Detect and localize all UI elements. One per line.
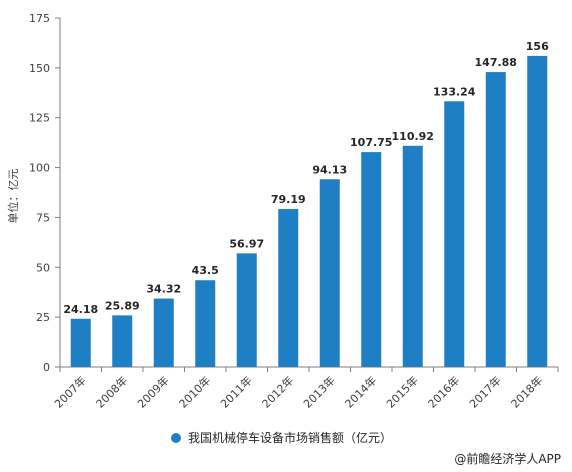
legend-swatch [171,433,181,443]
data-label: 24.18 [63,303,98,316]
data-label: 79.19 [271,193,306,206]
x-tick-label: 2012年 [259,373,296,410]
x-tick-label: 2011年 [217,373,254,410]
bar [70,318,91,367]
data-label: 34.32 [146,283,181,296]
bar [402,145,423,367]
data-labels: 24.18 25.89 34.32 43.5 56.97 79.19 94.13 107.75… [63,40,549,316]
bar [195,280,216,367]
y-tick-label: 150 [29,62,50,75]
x-tick-label: 2009年 [134,373,171,410]
x-tick-label: 2015年 [383,373,420,410]
bar [485,72,506,368]
y-tick-label: 75 [36,211,50,224]
source-label: @前瞻经济学人APP [454,451,561,466]
bar [236,253,257,367]
data-label: 94.13 [312,163,347,176]
data-label: 147.88 [475,56,517,69]
data-label: 43.5 [192,264,219,277]
x-axis: 2007年 2008年 2009年 2010年 2011年 2012年 2013年 2014年… [51,366,559,411]
y-tick-label: 175 [29,12,50,25]
y-tick-label: 100 [29,162,50,175]
y-axis-title: 单位：亿元 [6,169,20,224]
bar [444,101,465,367]
data-label: 156 [526,40,549,53]
y-tick-label: 125 [29,112,50,125]
bar [361,152,382,367]
legend: 我国机械停车设备市场销售额（亿元） [171,430,392,445]
x-tick-label: 2018年 [508,373,545,410]
x-tick-label: 2010年 [176,373,213,410]
x-tick-label: 2014年 [342,373,379,410]
y-axis: 0 25 50 75 100 125 150 175 [29,12,61,374]
x-tick-label: 2016年 [425,373,462,410]
x-tick-label: 2008年 [93,373,130,410]
legend-label: 我国机械停车设备市场销售额（亿元） [188,430,392,445]
y-tick-label: 0 [43,361,50,374]
data-label: 56.97 [229,237,264,250]
data-label: 107.75 [350,136,392,149]
bar [153,298,174,367]
bar [278,209,299,367]
bars [70,55,548,368]
bar [112,315,133,367]
data-label: 25.89 [105,299,140,312]
x-tick-label: 2017年 [466,373,503,410]
data-label: 133.24 [433,85,476,98]
x-tick-label: 2013年 [300,373,337,410]
x-tick-label: 2007年 [51,373,88,410]
y-tick-label: 25 [36,311,50,324]
bar [319,179,340,367]
data-label: 110.92 [392,130,434,143]
y-tick-label: 50 [36,261,50,274]
bar [527,55,548,368]
